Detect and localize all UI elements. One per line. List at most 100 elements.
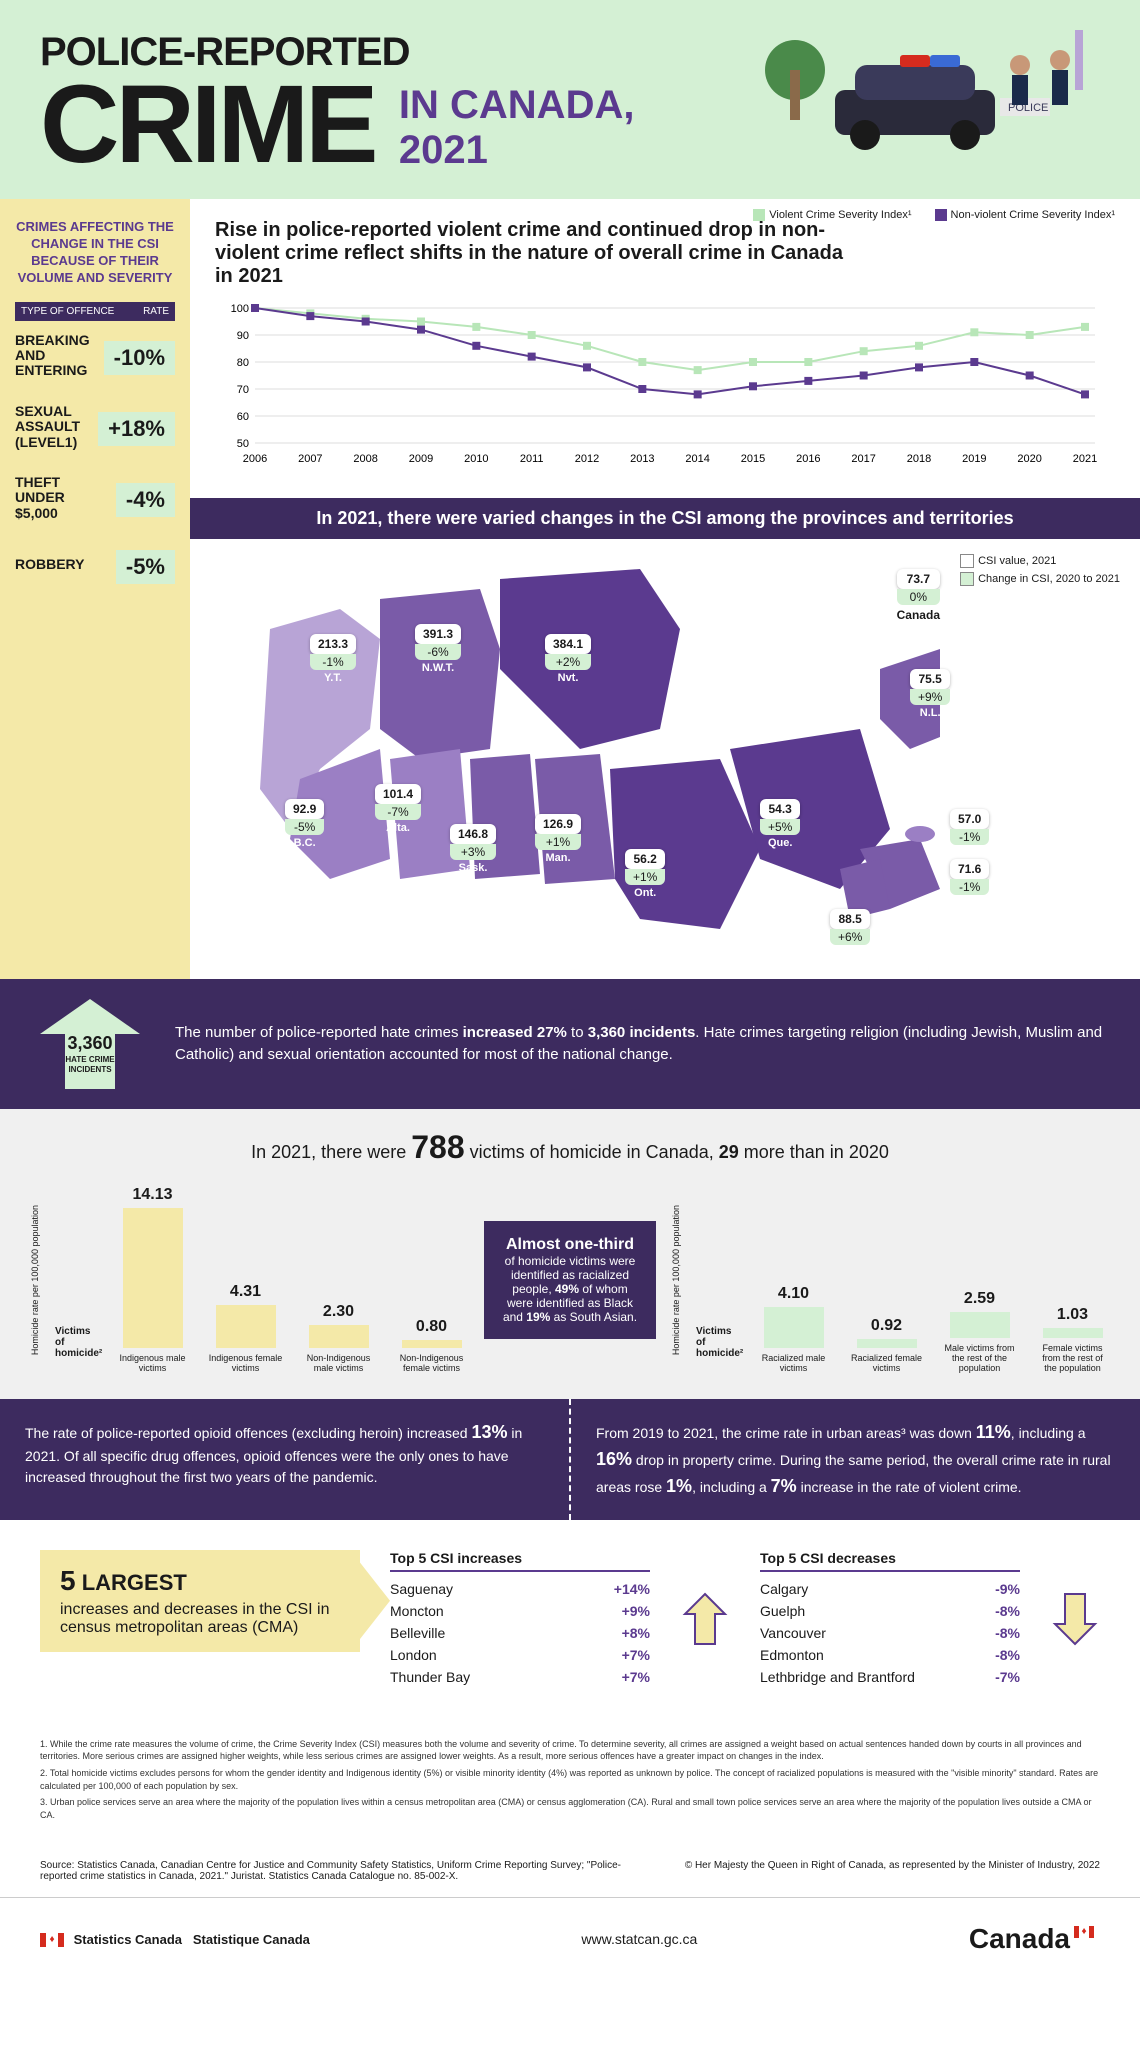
sidebar-header: TYPE OF OFFENCE RATE [15,302,175,321]
source-row: Source: Statistics Canada, Canadian Cent… [0,1845,1140,1897]
cma-row: Lethbridge and Brantford-7% [760,1666,1020,1688]
region-Que.: 54.3 +5% Que. [760,799,800,849]
cma-row: Thunder Bay+7% [390,1666,650,1688]
cma-text: increases and decreases in the CSI in ce… [60,1601,340,1637]
canada-label: Canada [897,608,940,622]
sidebar-title: CRIMES AFFECTING THE CHANGE IN THE CSI B… [15,219,175,287]
svg-text:80: 80 [237,357,249,369]
cma-increases: Top 5 CSI increases Saguenay+14%Moncton+… [390,1550,650,1688]
chart-section: Rise in police-reported violent crime an… [190,199,1140,498]
bar-col: 2.30 Non-Indigenous male victims [301,1303,376,1374]
svg-text:2020: 2020 [1017,453,1041,465]
region-P.E.I.: 57.0 -1% P.E.I. [950,809,989,859]
svg-text:2014: 2014 [685,453,709,465]
svg-text:90: 90 [237,330,249,342]
homicide-headline: In 2021, there were 788 victims of homic… [0,1109,1140,1186]
svg-text:2015: 2015 [741,453,765,465]
flag-icon [40,1933,64,1947]
copyright-text: © Her Majesty the Queen in Right of Cana… [685,1860,1100,1882]
bar-col: 14.13 Indigenous male victims [115,1186,190,1374]
map-legend2: Change in CSI, 2020 to 2021 [978,573,1120,585]
svg-text:2019: 2019 [962,453,986,465]
inc-title: Top 5 CSI increases [390,1550,650,1572]
homicide-callout: Almost one-third of homicide victims wer… [484,1221,656,1339]
victims-label1: Victims of homicide² [55,1326,100,1359]
crime-item: BREAKING AND ENTERING -10% [15,333,175,379]
sub2: 2021 [399,128,488,172]
header: POLICE-REPORTED CRIME IN CANADA, 2021 PO… [0,0,1140,199]
svg-text:2011: 2011 [520,453,544,465]
crime-rate: +18% [98,412,175,446]
cma-callout: 5 LARGEST increases and decreases in the… [40,1550,360,1652]
title-line2: CRIME [40,75,374,174]
svg-text:50: 50 [237,438,249,450]
line-chart: 5060708090100200620072008200920102011201… [215,298,1115,478]
region-Sask.: 146.8 +3% Sask. [450,824,496,874]
victims-label2: Victims of homicide² [696,1326,741,1359]
cma-row: Calgary-9% [760,1578,1020,1600]
ylabel2: Homicide rate per 100,000 population [671,1205,681,1355]
cma-row: London+7% [390,1644,650,1666]
title-sub: IN CANADA, 2021 [399,83,635,173]
region-Man.: 126.9 +1% Man. [535,814,581,864]
statcan-logo: Statistics Canada Statistique Canada [40,1932,310,1948]
main-content: Rise in police-reported violent crime an… [190,199,1140,979]
opioid-text: The rate of police-reported opioid offen… [0,1399,569,1520]
cma-row: Vancouver-8% [760,1622,1020,1644]
svg-text:2016: 2016 [796,453,820,465]
crime-item: THEFT UNDER $5,000 -4% [15,475,175,521]
crime-rate: -4% [116,483,175,517]
region-Nvt.: 384.1 +2% Nvt. [545,634,591,684]
bar-col: 0.80 Non-Indigenous female victims [394,1318,469,1374]
down-arrow-icon [1050,1589,1100,1649]
chart-legend: Violent Crime Severity Index¹ Non-violen… [733,209,1115,221]
region-B.C.: 92.9 -5% B.C. [285,799,324,849]
crime-label: ROBBERY [15,557,108,572]
sub1: IN CANADA, [399,83,635,127]
map-banner: In 2021, there were varied changes in th… [190,498,1140,539]
svg-text:2009: 2009 [409,453,433,465]
crime-label: BREAKING AND ENTERING [15,333,96,379]
svg-text:INCIDENTS: INCIDENTS [68,1065,112,1074]
footer-url: www.statcan.gc.ca [581,1931,697,1947]
hate-crime-bar: 3,360 HATE CRIME INCIDENTS The number of… [0,979,1140,1109]
homicide-bars: Homicide rate per 100,000 population Vic… [0,1186,1140,1399]
region-N.S.: 71.6 -1% N.S. [950,859,989,909]
cma-row: Moncton+9% [390,1600,650,1622]
canada-wordmark: Canada [969,1923,1100,1955]
svg-text:2012: 2012 [575,453,599,465]
svg-text:2008: 2008 [353,453,377,465]
col-rate: RATE [143,306,169,317]
bar-col: 4.10 Racialized male victims [756,1285,831,1374]
source-text: Source: Statistics Canada, Canadian Cent… [40,1860,640,1882]
legend-sq-violent [753,209,765,221]
opioid-urban-row: The rate of police-reported opioid offen… [0,1399,1140,1520]
svg-text:60: 60 [237,411,249,423]
svg-text:HATE CRIME: HATE CRIME [65,1055,115,1064]
canada-change: 0% [897,589,940,605]
region-Alta.: 101.4 -7% Alta. [375,784,421,834]
legend-sq-nonviolent [935,209,947,221]
bar-col: 4.31 Indigenous female victims [208,1283,283,1374]
svg-text:2021: 2021 [1073,453,1097,465]
footer: Statistics Canada Statistique Canada www… [0,1897,1140,1980]
svg-text:2018: 2018 [907,453,931,465]
cma-row: Saguenay+14% [390,1578,650,1600]
legend-nonviolent: Non-violent Crime Severity Index¹ [951,209,1115,221]
crime-rate: -5% [116,550,175,584]
footnotes: 1. While the crime rate measures the vol… [0,1718,1140,1846]
crime-item: SEXUAL ASSAULT (LEVEL1) +18% [15,404,175,450]
hate-number: 3,360 [67,1033,112,1053]
urban-text: From 2019 to 2021, the crime rate in urb… [569,1399,1140,1520]
hate-text: The number of police-reported hate crime… [175,1022,1110,1067]
ylabel1: Homicide rate per 100,000 population [30,1205,40,1355]
sidebar: CRIMES AFFECTING THE CHANGE IN THE CSI B… [0,199,190,979]
svg-text:2013: 2013 [630,453,654,465]
svg-text:2007: 2007 [298,453,322,465]
svg-text:2010: 2010 [464,453,488,465]
svg-text:70: 70 [237,384,249,396]
crime-label: THEFT UNDER $5,000 [15,475,108,521]
cma-decreases: Top 5 CSI decreases Calgary-9%Guelph-8%V… [760,1550,1020,1688]
homicide-section: In 2021, there were 788 victims of homic… [0,1109,1140,1399]
crime-item: ROBBERY -5% [15,546,175,584]
